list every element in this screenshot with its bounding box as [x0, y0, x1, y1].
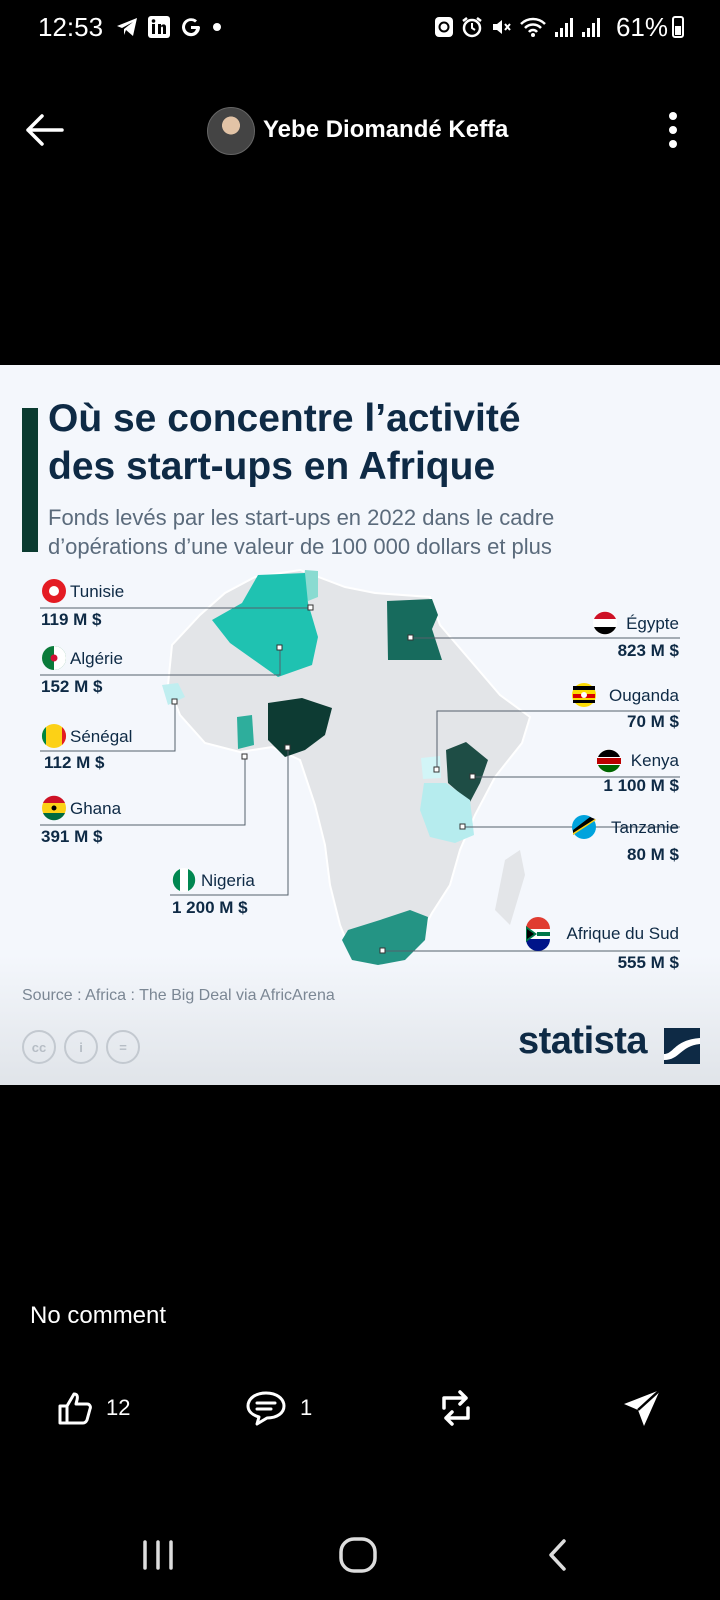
thumbs-up-icon	[58, 1392, 92, 1425]
title-accent	[22, 408, 38, 552]
country-egypte	[387, 599, 442, 660]
title-line-2: des start-ups en Afrique	[48, 445, 496, 488]
country-ghana	[237, 715, 254, 749]
leader-lines	[40, 607, 680, 952]
country-value: 70 M $	[627, 712, 679, 731]
back-nav-icon[interactable]	[530, 1530, 590, 1580]
author-name[interactable]: Yebe Diomandé Keffa	[263, 116, 509, 143]
country-senegal	[162, 683, 185, 705]
country-value: 112 M $	[44, 753, 105, 772]
flag-tunisie-icon	[42, 579, 66, 603]
country-algerie	[212, 573, 318, 677]
country-kenya	[446, 742, 488, 802]
alarm-icon	[462, 17, 482, 38]
cc-icon: cc	[22, 1030, 56, 1064]
more-notifications-icon	[213, 23, 221, 31]
flag-ouganda-icon	[572, 683, 596, 707]
flag-afrique-du-sud-icon	[526, 917, 550, 951]
no-comment-text: No comment	[30, 1302, 167, 1329]
action-bar: 12 1	[0, 1378, 720, 1438]
notification-icons	[116, 14, 222, 40]
more-options-icon[interactable]	[658, 108, 688, 152]
author-avatar[interactable]	[207, 107, 255, 155]
attribution-icon: i	[64, 1030, 98, 1064]
flag-tanzanie-icon	[572, 815, 596, 839]
country-value: 555 M $	[617, 953, 679, 972]
send-button[interactable]	[620, 1378, 664, 1438]
country-value: 391 M $	[41, 827, 103, 846]
country-nigeria	[268, 698, 332, 757]
sync-icon	[435, 17, 453, 37]
country-value: 1 100 M $	[603, 776, 679, 795]
country-value: 152 M $	[41, 677, 103, 696]
status-bar: 12:53 61%	[0, 0, 720, 56]
title-line-1: Où se concentre l’activité	[48, 397, 521, 440]
subtitle-line-2: d’opérations d’une valeur de 100 000 dol…	[48, 534, 552, 559]
battery-percent: 61%	[615, 12, 668, 42]
madagascar	[495, 850, 525, 925]
statista-logo-icon	[664, 1028, 700, 1064]
source-note: Source : Africa : The Big Deal via Afric…	[22, 987, 335, 1004]
country-name-kenya: Kenya	[630, 751, 679, 770]
subtitle-line-1: Fonds levés par les start-ups en 2022 da…	[48, 505, 555, 530]
mute-icon	[493, 20, 511, 34]
flag-egypte-icon	[593, 611, 617, 635]
africa-map	[40, 568, 680, 965]
comment-icon	[246, 1391, 286, 1426]
comment-button[interactable]: 1	[244, 1378, 312, 1438]
country-name-egypte: Égypte	[626, 614, 679, 633]
country-value: 823 M $	[617, 641, 679, 660]
country-name: Nigeria	[201, 871, 255, 890]
country-name-ouganda: Ouganda	[609, 686, 679, 705]
country-value: 119 M $	[41, 610, 102, 629]
country-name: Tunisie	[70, 582, 125, 601]
google-icon	[182, 18, 201, 37]
repost-icon	[442, 1390, 470, 1426]
infographic-subtitle: Fonds levés par les start-ups en 2022 da…	[48, 503, 688, 561]
country-label-ghana: Ghana	[70, 799, 121, 819]
country-name: Ghana	[70, 799, 122, 818]
country-label-nigeria: Nigeria	[201, 871, 255, 891]
flag-algerie-icon	[42, 646, 66, 670]
country-value: 80 M $	[627, 845, 679, 864]
like-button[interactable]: 12	[56, 1378, 130, 1438]
flag-ghana-icon	[42, 795, 66, 821]
creative-commons-badges: cc i =	[22, 1030, 140, 1064]
repost-button[interactable]	[436, 1378, 476, 1438]
flag-senegal-icon	[41, 724, 67, 748]
country-name-afrique-du-sud: Afrique du Sud	[566, 924, 679, 943]
country-label-senegal: Sénégal	[70, 727, 132, 747]
linkedin-icon	[148, 16, 170, 38]
signal-icon-2	[582, 18, 600, 37]
signal-icon	[555, 18, 573, 37]
home-icon[interactable]	[328, 1530, 388, 1580]
post-image[interactable]: Où se concentre l’activité des start-ups…	[0, 365, 720, 1085]
country-value: 1 200 M $	[172, 898, 248, 917]
country-label-algerie: Algérie	[70, 649, 123, 669]
send-icon	[624, 1389, 661, 1426]
no-derivatives-icon: =	[106, 1030, 140, 1064]
battery-icon	[672, 16, 684, 38]
country-label-tunisie: Tunisie	[70, 582, 124, 602]
flag-kenya-icon	[597, 749, 621, 773]
post-header: Yebe Diomandé Keffa	[0, 90, 720, 170]
recent-apps-icon[interactable]	[128, 1530, 188, 1580]
country-name: Algérie	[70, 649, 123, 668]
country-name-tanzanie: Tanzanie	[610, 818, 679, 837]
statista-logo-text: statista	[518, 1020, 648, 1062]
clock: 12:53	[38, 12, 104, 42]
infographic-title: Où se concentre l’activité des start-ups…	[48, 395, 688, 491]
country-ouganda	[421, 756, 441, 779]
system-icons	[434, 14, 666, 40]
leader-points	[171, 604, 476, 954]
telegram-icon	[117, 18, 137, 36]
like-count: 12	[106, 1395, 131, 1420]
back-arrow-icon[interactable]	[22, 108, 66, 152]
system-nav-bar	[0, 1520, 720, 1590]
flag-nigeria-icon	[172, 868, 196, 892]
country-name: Sénégal	[70, 727, 133, 746]
comment-count: 1	[300, 1395, 313, 1420]
wifi-icon	[520, 17, 546, 37]
